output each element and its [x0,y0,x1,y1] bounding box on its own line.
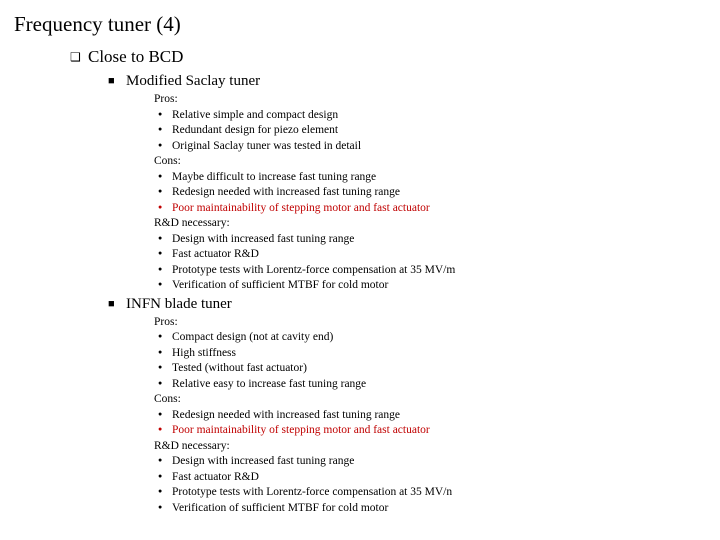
tuner-name: Modified Saclay tuner [126,73,260,89]
square-bullet-icon: ❑ [70,50,88,65]
tuner-name: INFN blade tuner [126,296,232,312]
pros-label: Pros: [154,92,706,108]
filled-square-icon: ■ [108,75,126,87]
list-item: Prototype tests with Lorentz-force compe… [154,263,706,279]
list-item: Design with increased fast tuning range [154,454,706,470]
tuner-details: Pros: Relative simple and compact design… [154,92,706,294]
list-item: Redesign needed with increased fast tuni… [154,408,706,424]
list-item: Verification of sufficient MTBF for cold… [154,501,706,517]
page-title: Frequency tuner (4) [14,12,706,37]
rnd-label: R&D necessary: [154,439,706,455]
tuner-heading: ■Modified Saclay tuner [108,73,706,90]
list-item: Verification of sufficient MTBF for cold… [154,278,706,294]
list-item: Maybe difficult to increase fast tuning … [154,170,706,186]
rnd-label: R&D necessary: [154,216,706,232]
list-item-highlight: Poor maintainability of stepping motor a… [154,201,706,217]
tuner-heading: ■INFN blade tuner [108,296,706,313]
list-item-highlight: Poor maintainability of stepping motor a… [154,423,706,439]
list-item: Original Saclay tuner was tested in deta… [154,139,706,155]
pros-label: Pros: [154,315,706,331]
cons-label: Cons: [154,154,706,170]
heading-text: Close to BCD [88,47,183,66]
filled-square-icon: ■ [108,298,126,310]
list-item: Relative simple and compact design [154,108,706,124]
list-item: Fast actuator R&D [154,247,706,263]
list-item: Redundant design for piezo element [154,123,706,139]
list-item: Relative easy to increase fast tuning ra… [154,377,706,393]
cons-label: Cons: [154,392,706,408]
list-item: Redesign needed with increased fast tuni… [154,185,706,201]
list-item: Fast actuator R&D [154,470,706,486]
list-item: Compact design (not at cavity end) [154,330,706,346]
list-item: Tested (without fast actuator) [154,361,706,377]
heading-close-to-bcd: ❑Close to BCD [70,47,706,67]
tuner-details: Pros: Compact design (not at cavity end)… [154,315,706,517]
list-item: Design with increased fast tuning range [154,232,706,248]
list-item: Prototype tests with Lorentz-force compe… [154,485,706,501]
list-item: High stiffness [154,346,706,362]
